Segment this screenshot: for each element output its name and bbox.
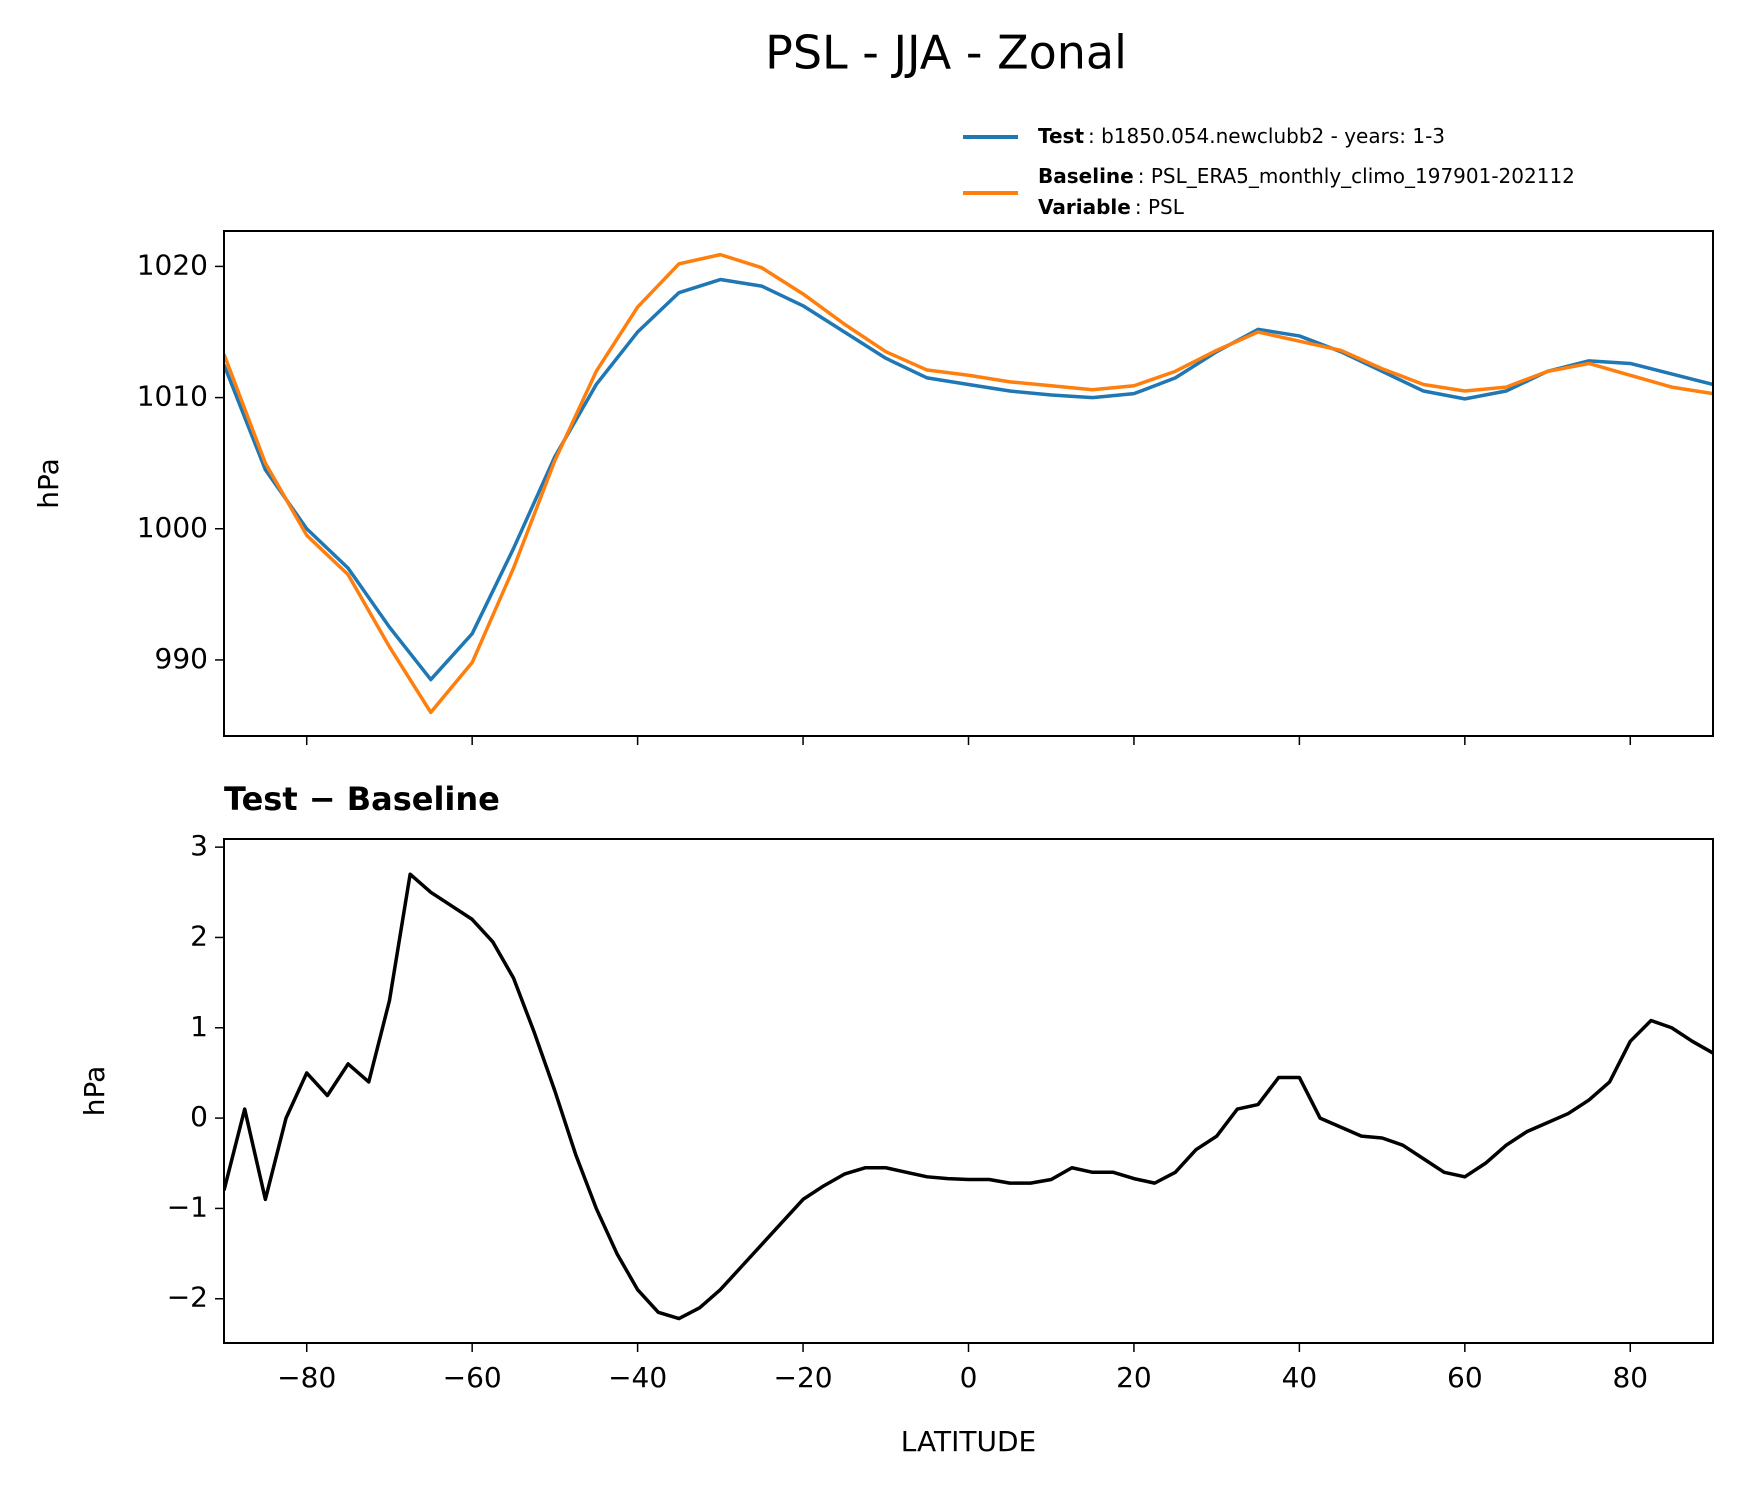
x-tick-label: 60 [1447,1361,1483,1394]
plot-frame [223,838,1714,1344]
x-tick-label: −80 [277,1361,336,1394]
x-tick-label: −40 [608,1361,667,1394]
x-tick-label: 20 [1116,1361,1152,1394]
y-axis-label: hPa [78,1066,111,1117]
data-line [224,252,1713,715]
legend-variable: Variable: PSL [1038,195,1185,219]
data-line [224,277,1713,682]
legend-name: Test [1038,124,1084,148]
y-tick-label: 2 [190,919,208,952]
y-tick-label: −1 [167,1190,208,1223]
subplot-title: Test − Baseline [224,780,500,818]
y-tick-label: 1 [190,1010,208,1043]
y-tick-label: −2 [167,1281,208,1314]
legend-variable-part: Variable [1038,195,1131,219]
x-tick-label: 40 [1282,1361,1318,1394]
y-axis-label: hPa [32,458,65,509]
x-tick-label: −20 [774,1361,833,1394]
y-tick-label: 990 [155,642,208,675]
figure-title: PSL - JJA - Zonal [765,26,1127,80]
y-tick-label: 1000 [137,511,208,544]
y-tick-label: 1010 [137,380,208,413]
y-tick-label: 3 [190,829,208,862]
legend-entry: Baseline: PSL_ERA5_monthly_climo_197901-… [1038,164,1575,188]
y-tick-label: 1020 [137,248,208,281]
legend-variable-part: : PSL [1135,195,1185,219]
x-axis-label: LATITUDE [901,1425,1036,1458]
legend-entry: Test: b1850.054.newclubb2 - years: 1-3 [1038,124,1445,148]
legend-name: Baseline [1038,164,1134,188]
x-tick-label: −60 [443,1361,502,1394]
legend-detail: : b1850.054.newclubb2 - years: 1-3 [1088,124,1445,148]
legend-detail: : PSL_ERA5_monthly_climo_197901-202112 [1138,164,1575,188]
y-tick-label: 0 [190,1100,208,1133]
x-tick-label: 80 [1612,1361,1648,1394]
data-line [224,872,1713,1321]
x-tick-label: 0 [960,1361,978,1394]
plot-frame [223,230,1714,737]
